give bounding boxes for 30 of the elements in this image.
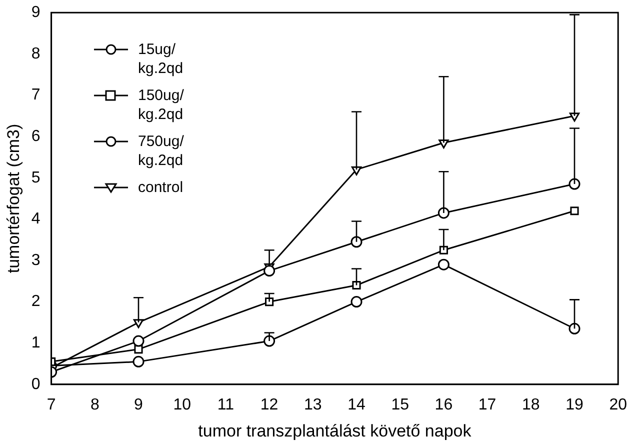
y-tick-label: 0 — [31, 376, 40, 393]
x-tick-label: 8 — [90, 396, 100, 414]
y-tick-label: 8 — [31, 45, 40, 62]
x-tick-label: 20 — [609, 396, 628, 414]
x-tick-label: 15 — [391, 396, 410, 414]
y-tick-label: 7 — [31, 86, 40, 104]
x-tick-label: 13 — [304, 396, 322, 414]
y-tick-label: 9 — [31, 4, 40, 22]
y-tick-label: 5 — [31, 169, 40, 186]
legend-label: control — [138, 178, 184, 197]
x-tick-label: 17 — [478, 396, 496, 414]
x-tick-label: 16 — [434, 396, 453, 414]
x-tick-label: 7 — [46, 396, 56, 414]
x-axis-title: tumor transzplantálást követő napok — [198, 421, 472, 440]
x-tick-label: 14 — [348, 396, 366, 414]
legend-label: 15ug/kg.2qd — [138, 40, 184, 78]
legend-label: 150ug/kg.2qd — [138, 86, 185, 124]
x-tick-label: 18 — [522, 396, 540, 414]
y-tick-label: 2 — [31, 293, 40, 310]
y-tick-label: 1 — [31, 334, 40, 352]
x-tick-label: 19 — [566, 396, 584, 414]
x-tick-label: 10 — [173, 396, 192, 414]
x-tick-label: 9 — [134, 396, 144, 414]
legend-label: 750ug/kg.2qd — [138, 132, 185, 170]
y-axis-title: tumortérfogat (cm3) — [4, 124, 23, 274]
x-tick-label: 12 — [260, 396, 278, 414]
y-tick-label: 6 — [31, 128, 40, 145]
x-tick-label: 11 — [217, 396, 234, 414]
y-tick-label: 3 — [31, 252, 40, 269]
y-tick-label: 4 — [31, 210, 40, 228]
